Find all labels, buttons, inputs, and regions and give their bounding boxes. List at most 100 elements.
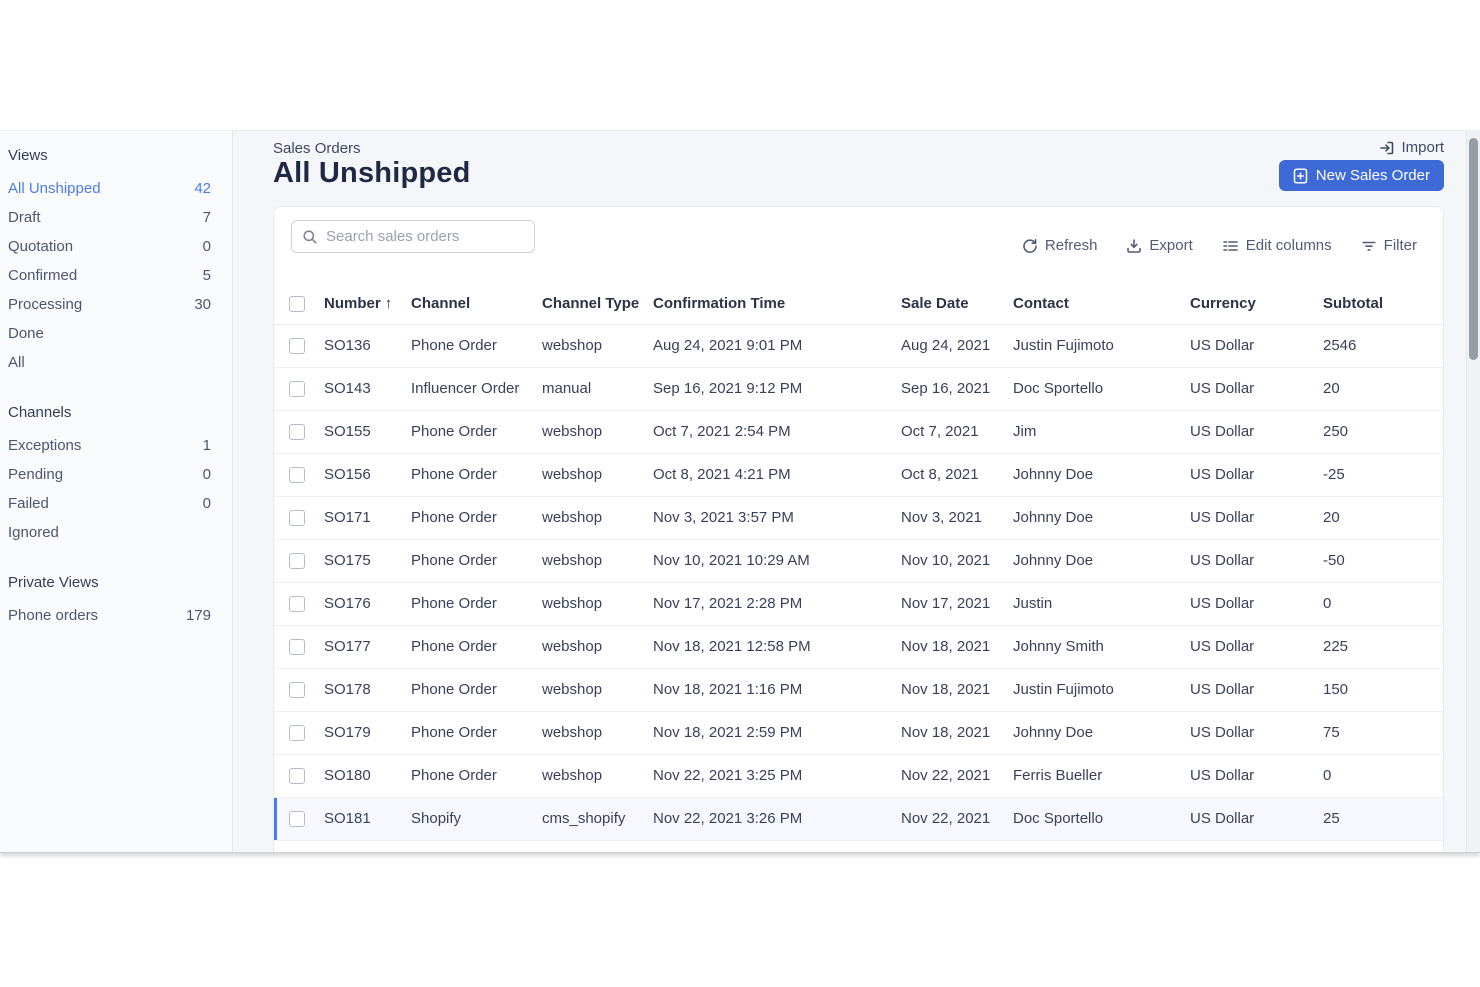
cell-currency: US Dollar — [1180, 409, 1313, 453]
table-row-so136[interactable]: SO136 Phone Order webshop Aug 24, 2021 9:01… — [274, 323, 1443, 367]
sidebar-sections: Views All Unshipped 42 Draft 7 Quotation 0 Conf… — [0, 141, 232, 630]
edit-columns-button[interactable]: Edit columns — [1222, 237, 1332, 254]
table-row-so178[interactable]: SO178 Phone Order webshop Nov 18, 2021 1:16… — [274, 667, 1443, 711]
search-input[interactable] — [326, 228, 525, 245]
column-header-confirmation-time[interactable]: Confirmation Time — [653, 295, 786, 313]
row-checkbox[interactable] — [289, 767, 305, 784]
table-row-so171[interactable]: SO171 Phone Order webshop Nov 3, 2021 3:57 … — [274, 495, 1443, 539]
sidebar-item-pending[interactable]: Pending 0 — [0, 460, 232, 489]
row-checkbox[interactable] — [289, 595, 305, 612]
column-header-contact[interactable]: Contact — [1013, 295, 1069, 313]
filter-icon — [1361, 238, 1377, 254]
cell-subtotal: 20 — [1313, 495, 1443, 539]
sidebar-item-all-unshipped[interactable]: All Unshipped 42 — [0, 174, 232, 203]
select-all-checkbox[interactable] — [289, 295, 305, 312]
cell-channel-type: webshop — [532, 624, 643, 668]
row-checkbox[interactable] — [289, 509, 305, 526]
cell-sale-date: Nov 17, 2021 — [891, 581, 1003, 625]
cell-subtotal: 225 — [1313, 624, 1443, 668]
cell-subtotal: 0 — [1313, 753, 1443, 797]
table-row-so181[interactable]: SO181 Shopify cms_shopify Nov 22, 2021 3:26… — [274, 796, 1443, 840]
vertical-scrollbar[interactable] — [1466, 131, 1480, 852]
cell-number: SO155 — [314, 409, 401, 453]
breadcrumb[interactable]: Sales Orders — [273, 140, 361, 157]
cell-currency: US Dollar — [1180, 538, 1313, 582]
column-header-channel[interactable]: Channel — [411, 295, 471, 313]
column-header-currency[interactable]: Currency — [1190, 295, 1256, 313]
sales-orders-table: Number ↑ Channel Channel Type Confirmatio… — [274, 284, 1443, 840]
column-header-number[interactable]: Number ↑ — [314, 284, 401, 324]
document-plus-icon — [1293, 167, 1308, 184]
card-toolbar: Refresh Export — [274, 207, 1443, 284]
sidebar-item-failed[interactable]: Failed 0 — [0, 489, 232, 518]
new-sales-order-label: New Sales Order — [1315, 167, 1430, 184]
column-header-channel-type[interactable]: Channel Type — [542, 295, 640, 313]
table-row-so156[interactable]: SO156 Phone Order webshop Oct 8, 2021 4:21 … — [274, 452, 1443, 496]
cell-number: SO181 — [314, 796, 401, 840]
table-row-so155[interactable]: SO155 Phone Order webshop Oct 7, 2021 2:54 … — [274, 409, 1443, 453]
cell-channel-type: webshop — [532, 581, 643, 625]
export-button[interactable]: Export — [1126, 237, 1193, 254]
cell-sale-date: Aug 24, 2021 — [891, 323, 1003, 367]
table-row-so176[interactable]: SO176 Phone Order webshop Nov 17, 2021 2:28… — [274, 581, 1443, 625]
row-checkbox[interactable] — [289, 466, 305, 483]
sidebar-item-processing[interactable]: Processing 30 — [0, 290, 232, 319]
sidebar-item-label: Phone orders — [8, 607, 99, 624]
cell-contact: Johnny Smith — [1003, 624, 1180, 668]
sidebar-item-ignored[interactable]: Ignored — [0, 518, 232, 547]
cell-contact: Justin — [1003, 581, 1180, 625]
table-row-so180[interactable]: SO180 Phone Order webshop Nov 22, 2021 3:25… — [274, 753, 1443, 797]
column-header-sale-date[interactable]: Sale Date — [901, 295, 969, 313]
sidebar-item-quotation[interactable]: Quotation 0 — [0, 232, 232, 261]
cell-channel: Influencer Order — [401, 366, 532, 410]
sidebar-item-confirmed[interactable]: Confirmed 5 — [0, 261, 232, 290]
filter-button[interactable]: Filter — [1361, 237, 1417, 254]
filter-label: Filter — [1383, 237, 1417, 254]
cell-channel-type: webshop — [532, 710, 643, 754]
app-window: Views All Unshipped 42 Draft 7 Quotation 0 Conf… — [0, 130, 1480, 853]
column-header-number-label: Number — [324, 295, 381, 313]
import-button[interactable]: Import — [1379, 139, 1444, 156]
cell-confirmation-time: Oct 8, 2021 4:21 PM — [643, 452, 891, 496]
cell-confirmation-time: Oct 7, 2021 2:54 PM — [643, 409, 891, 453]
row-checkbox[interactable] — [289, 810, 305, 827]
sidebar-item-exceptions[interactable]: Exceptions 1 — [0, 431, 232, 460]
cell-confirmation-time: Nov 22, 2021 3:25 PM — [643, 753, 891, 797]
cell-confirmation-time: Aug 24, 2021 9:01 PM — [643, 323, 891, 367]
scrollbar-thumb[interactable] — [1469, 138, 1478, 360]
row-checkbox[interactable] — [289, 423, 305, 440]
sidebar-item-count: 30 — [194, 296, 211, 313]
refresh-button[interactable]: Refresh — [1022, 237, 1097, 254]
cell-sale-date: Nov 22, 2021 — [891, 753, 1003, 797]
row-checkbox[interactable] — [289, 724, 305, 741]
table-row-so143[interactable]: SO143 Influencer Order manual Sep 16, 2021 … — [274, 366, 1443, 410]
cell-currency: US Dollar — [1180, 452, 1313, 496]
cell-number: SO180 — [314, 753, 401, 797]
cell-contact: Ferris Bueller — [1003, 753, 1180, 797]
row-checkbox[interactable] — [289, 552, 305, 569]
cell-subtotal: 75 — [1313, 710, 1443, 754]
cell-confirmation-time: Nov 22, 2021 3:26 PM — [643, 796, 891, 840]
table-row-so179[interactable]: SO179 Phone Order webshop Nov 18, 2021 2:59… — [274, 710, 1443, 754]
row-checkbox[interactable] — [289, 337, 305, 354]
table-row-so175[interactable]: SO175 Phone Order webshop Nov 10, 2021 10:2… — [274, 538, 1443, 582]
sidebar-item-draft[interactable]: Draft 7 — [0, 203, 232, 232]
sidebar-item-done[interactable]: Done — [0, 319, 232, 348]
sidebar-item-all[interactable]: All — [0, 348, 232, 377]
search-box[interactable] — [291, 220, 535, 253]
search-icon — [302, 229, 318, 245]
sidebar-item-phone-orders[interactable]: Phone orders 179 — [0, 601, 232, 630]
cell-channel-type: webshop — [532, 667, 643, 711]
row-checkbox[interactable] — [289, 380, 305, 397]
new-sales-order-button[interactable]: New Sales Order — [1278, 160, 1444, 191]
row-checkbox[interactable] — [289, 638, 305, 655]
column-header-subtotal[interactable]: Subtotal — [1323, 295, 1383, 313]
sidebar-item-count: 5 — [202, 267, 211, 284]
sidebar-section-title: Channels — [8, 404, 72, 421]
cell-channel: Phone Order — [401, 452, 532, 496]
table-row-so177[interactable]: SO177 Phone Order webshop Nov 18, 2021 12:5… — [274, 624, 1443, 668]
cell-channel: Phone Order — [401, 323, 532, 367]
sidebar-item-label: Done — [8, 325, 44, 342]
row-checkbox[interactable] — [289, 681, 305, 698]
